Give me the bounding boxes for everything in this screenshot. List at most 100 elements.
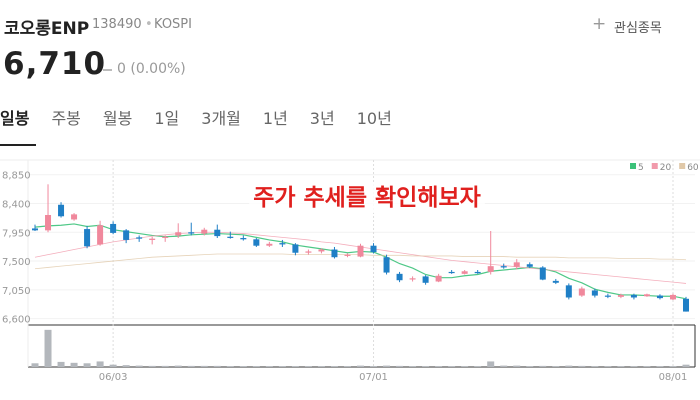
legend-label: 60 xyxy=(687,163,699,173)
volume-bar xyxy=(109,364,117,367)
legend-label: 20 xyxy=(660,163,672,173)
volume-bar xyxy=(643,366,651,367)
candle-body xyxy=(539,267,546,280)
candle-body xyxy=(604,295,611,297)
candle-body xyxy=(344,254,351,256)
candle-body xyxy=(656,295,663,299)
volume-bar xyxy=(500,365,508,367)
candle-body xyxy=(279,243,286,245)
volume-bar xyxy=(200,365,208,367)
change: 0 (0.00%) xyxy=(117,61,186,77)
candle-body xyxy=(149,238,156,240)
overlay-background xyxy=(249,183,485,213)
candle-body xyxy=(683,298,689,312)
candle-body xyxy=(513,262,520,267)
volume-bar xyxy=(422,366,430,367)
volume-bar xyxy=(317,366,325,367)
period-tab[interactable]: 10년 xyxy=(356,109,392,128)
plus-icon[interactable]: + xyxy=(592,14,607,34)
separator: • xyxy=(145,17,153,32)
candle-body xyxy=(591,290,598,296)
candle-body xyxy=(227,236,234,238)
period-tab[interactable]: 3년 xyxy=(309,109,335,128)
watch-button[interactable]: 관심종목 xyxy=(590,17,662,36)
volume-bar xyxy=(278,366,286,367)
candle-body xyxy=(422,276,429,283)
volume-bar xyxy=(252,366,260,367)
volume-bar xyxy=(474,366,482,367)
volume-bar xyxy=(578,365,586,367)
candle-body xyxy=(500,266,507,268)
candle-body xyxy=(162,236,169,239)
volume-bar xyxy=(148,365,156,367)
y-tick-label: 6,600 xyxy=(2,315,31,326)
price: 6,710 xyxy=(3,46,107,82)
volume-bar xyxy=(669,366,677,367)
candle-body xyxy=(32,228,38,231)
candle-body xyxy=(565,285,572,298)
volume-bar xyxy=(96,361,104,367)
y-tick-label: 8,850 xyxy=(2,171,31,182)
volume-bar xyxy=(370,366,378,367)
y-tick-label: 8,400 xyxy=(2,199,31,210)
volume-bar xyxy=(591,366,599,367)
candle-body xyxy=(201,229,208,234)
volume-bar xyxy=(31,363,39,367)
volume-bar xyxy=(409,366,417,367)
period-tab[interactable]: 월봉 xyxy=(102,109,133,128)
active-tab-bar xyxy=(0,144,36,146)
volume-bar xyxy=(135,365,143,367)
volume-bar xyxy=(330,366,338,367)
volume-bar xyxy=(187,365,195,367)
volume-bar xyxy=(304,366,312,367)
candle-body xyxy=(318,249,325,252)
candle-body xyxy=(305,251,312,253)
volume-bar xyxy=(44,329,52,367)
candle-body xyxy=(487,266,494,272)
legend-swatch xyxy=(630,163,636,169)
volume-bar xyxy=(513,365,521,367)
candle-body xyxy=(97,225,104,245)
volume-bar xyxy=(487,361,495,367)
legend-swatch xyxy=(651,163,658,169)
period-tab[interactable]: 1일 xyxy=(154,109,180,128)
candle-body xyxy=(617,294,624,297)
candle-body xyxy=(266,243,273,246)
volume-bar xyxy=(656,366,664,367)
volume-bar xyxy=(161,365,169,367)
period-tab[interactable]: 일봉 xyxy=(0,109,30,128)
candle-body xyxy=(175,232,182,236)
y-tick-label: 7,050 xyxy=(2,286,31,297)
volume-bar xyxy=(57,361,65,367)
x-tick-label: 06/03 xyxy=(99,372,128,383)
overlay-text: 주가 추세를 확인해보자 xyxy=(253,185,481,211)
volume-bar xyxy=(213,365,221,367)
candle-body xyxy=(136,237,143,239)
candle-body xyxy=(669,294,676,300)
volume-bar xyxy=(539,365,547,367)
x-tick-label: 07/01 xyxy=(359,372,388,383)
volume-bar xyxy=(70,362,78,367)
candle-body xyxy=(292,244,299,253)
candle-body xyxy=(58,204,65,217)
y-tick-label: 7,950 xyxy=(2,228,31,239)
period-tab[interactable]: 1년 xyxy=(262,109,288,128)
volume-bar xyxy=(630,366,638,367)
x-tick-label: 08/01 xyxy=(659,372,688,383)
period-tab[interactable]: 주봉 xyxy=(51,109,81,128)
volume-bar xyxy=(448,366,456,367)
candle-body xyxy=(435,275,442,282)
candle-body xyxy=(383,257,390,273)
candle-body xyxy=(396,273,403,281)
flat-icon xyxy=(103,69,112,71)
watch-label[interactable]: 관심종목 xyxy=(614,21,662,36)
candle-body xyxy=(84,229,91,247)
period-tab[interactable]: 3개월 xyxy=(201,109,241,128)
candle-body xyxy=(110,223,117,233)
candle-body xyxy=(214,229,221,237)
candle-body xyxy=(253,239,260,246)
volume-bar xyxy=(122,365,130,367)
volume-bar xyxy=(291,366,299,367)
